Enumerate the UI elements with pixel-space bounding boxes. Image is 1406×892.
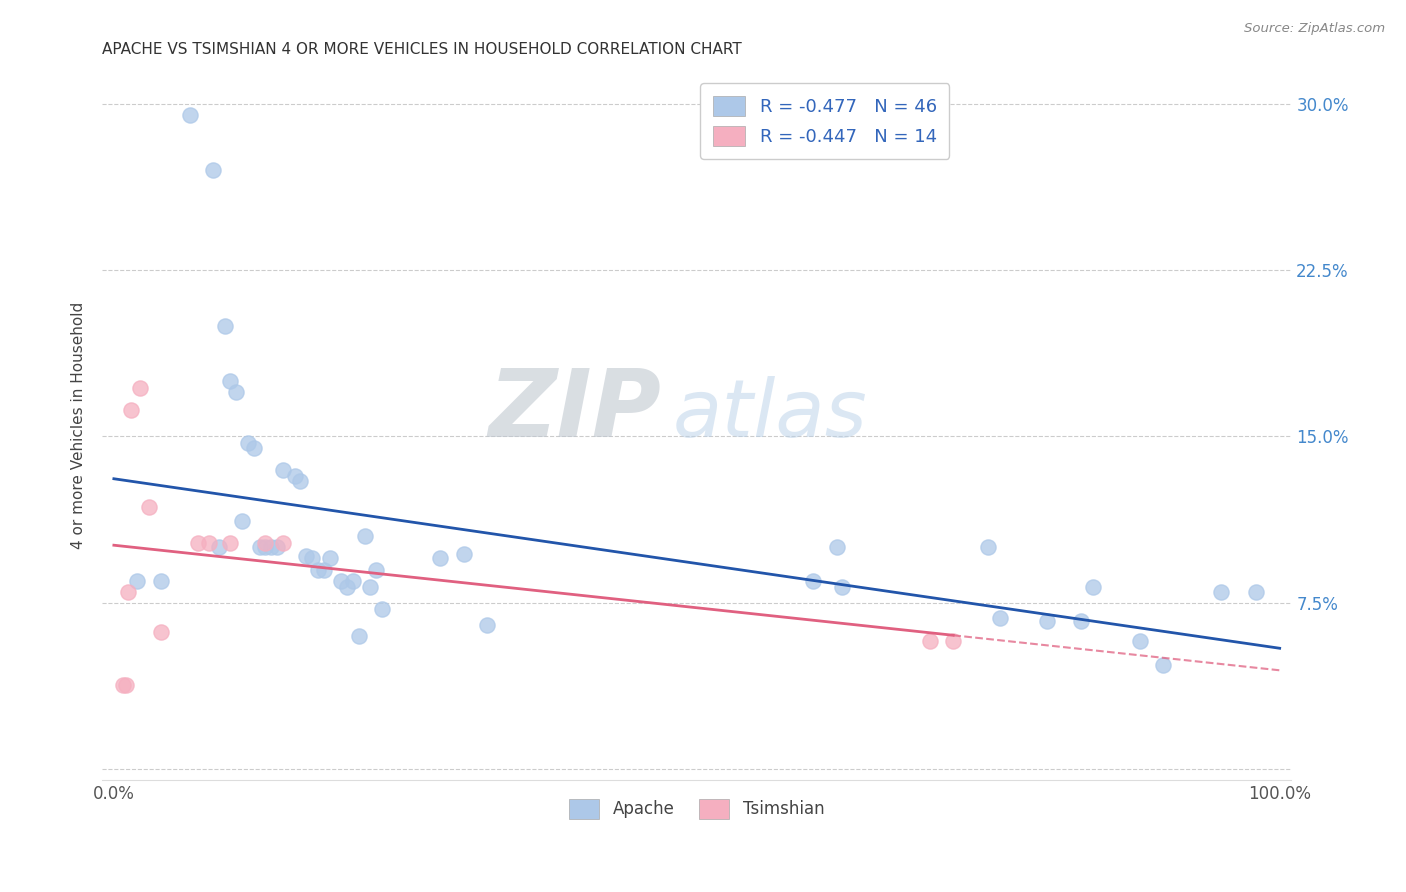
Point [231,514,253,528]
Point [295,549,318,564]
Text: atlas: atlas [673,376,868,454]
Point [271,463,294,477]
Point [475,618,498,632]
Point [179,108,201,122]
Point [214,318,236,333]
Point [260,541,283,555]
Point [366,563,388,577]
Point [1246,584,1268,599]
Point [918,633,941,648]
Point [271,536,294,550]
Point [1070,614,1092,628]
Text: ZIP: ZIP [488,365,661,458]
Point [831,580,853,594]
Point [301,551,323,566]
Point [236,436,259,450]
Point [266,541,288,555]
Point [138,500,160,515]
Point [219,374,242,388]
Point [371,602,394,616]
Point [120,402,142,417]
Point [353,529,375,543]
Point [347,629,370,643]
Point [307,563,329,577]
Point [330,574,353,588]
Point [825,541,848,555]
Y-axis label: 4 or more Vehicles in Household: 4 or more Vehicles in Household [72,301,86,549]
Point [208,541,231,555]
Point [201,163,224,178]
Point [149,574,172,588]
Point [112,678,135,692]
Point [114,678,136,692]
Point [254,541,277,555]
Point [198,536,221,550]
Point [128,381,150,395]
Point [429,551,451,566]
Point [336,580,359,594]
Legend: Apache, Tsimshian: Apache, Tsimshian [562,793,831,825]
Point [284,469,307,483]
Point [225,385,247,400]
Point [801,574,824,588]
Point [127,574,149,588]
Text: Source: ZipAtlas.com: Source: ZipAtlas.com [1244,22,1385,36]
Point [942,633,965,648]
Point [1035,614,1057,628]
Point [117,584,139,599]
Point [290,474,312,488]
Point [342,574,364,588]
Point [219,536,242,550]
Point [249,541,271,555]
Text: APACHE VS TSIMSHIAN 4 OR MORE VEHICLES IN HOUSEHOLD CORRELATION CHART: APACHE VS TSIMSHIAN 4 OR MORE VEHICLES I… [103,42,742,57]
Point [1129,633,1152,648]
Point [1152,657,1174,672]
Point [254,536,277,550]
Point [242,441,264,455]
Point [977,541,1000,555]
Point [187,536,209,550]
Point [1211,584,1233,599]
Point [312,563,335,577]
Point [359,580,381,594]
Point [318,551,340,566]
Point [149,624,172,639]
Point [1081,580,1104,594]
Point [988,611,1011,625]
Point [453,547,475,561]
